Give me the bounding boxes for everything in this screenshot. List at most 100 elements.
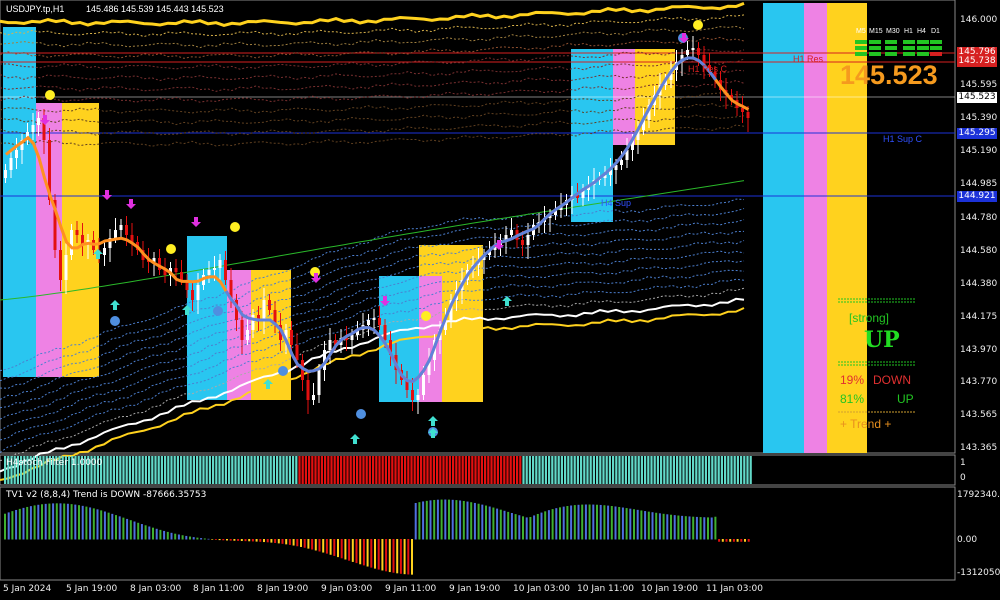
candle-bull <box>625 150 629 160</box>
histogram-bar <box>138 456 141 484</box>
h1-res-c-label: H1 Res C <box>688 64 728 74</box>
histogram-bar <box>378 456 381 484</box>
down-label: DOWN <box>873 373 911 387</box>
histogram-bar <box>612 456 615 484</box>
histogram-bar <box>119 456 122 484</box>
histogram-bar <box>282 456 285 484</box>
sell-arrow-icon <box>102 190 112 200</box>
oscillator-bar <box>673 515 676 540</box>
time-axis-label: 9 Jan 11:00 <box>385 584 437 594</box>
oscillator-bar <box>362 539 365 566</box>
histogram-bar <box>480 456 483 484</box>
candle-bull <box>37 118 40 125</box>
candle-bear <box>81 235 84 245</box>
histogram-bar <box>493 456 496 484</box>
histogram-bar <box>557 456 560 484</box>
histogram-bar <box>176 456 179 484</box>
histogram-bar <box>650 456 653 484</box>
oscillator-bar <box>52 503 55 540</box>
histogram-bar <box>413 456 416 484</box>
histogram-bar <box>234 456 237 484</box>
oscillator-bar <box>577 504 580 540</box>
oscillator-bar <box>451 499 454 540</box>
level-lines <box>0 52 955 197</box>
histogram-bar <box>100 456 103 484</box>
histogram-bar <box>237 456 240 484</box>
oscillator-bar <box>100 510 103 540</box>
histogram-bar <box>644 456 647 484</box>
oscillator-bar <box>496 508 499 540</box>
oscillator-bar <box>296 539 299 547</box>
timeframe-label: M15 <box>869 28 883 35</box>
oscillator-bar <box>355 539 358 564</box>
oscillator-bar <box>81 505 84 540</box>
oscillator-bar <box>684 516 687 540</box>
histogram-bar <box>496 456 499 484</box>
histogram-bar <box>87 456 90 484</box>
candle-bull <box>642 120 645 130</box>
histogram-bar <box>103 456 106 484</box>
oscillator-bar <box>703 517 706 540</box>
oscillator-bar <box>351 539 354 562</box>
histogram-bar <box>263 456 266 484</box>
histogram-bar <box>439 456 442 484</box>
oscillator-bar <box>518 515 521 540</box>
price-axis-label: 145.595 <box>960 80 998 90</box>
histogram-bar <box>13 456 16 484</box>
histogram-bar <box>452 456 455 484</box>
histogram-bar <box>474 456 477 484</box>
oscillator-bar <box>662 513 665 540</box>
histogram-bar <box>170 456 173 484</box>
oscillator-bar <box>288 539 291 545</box>
buy-arrow-icon <box>182 305 192 315</box>
oscillator-bar <box>325 539 328 554</box>
price-axis-label: 143.970 <box>960 345 998 355</box>
oscillator-bar <box>322 539 325 553</box>
oscillator-bar <box>11 511 14 540</box>
envelope-band <box>0 80 745 103</box>
histogram-bar <box>173 456 176 484</box>
histogram-bar <box>487 456 490 484</box>
histogram-bar <box>144 456 147 484</box>
histogram-bar <box>624 456 627 484</box>
oscillator-bar <box>174 533 177 540</box>
candle-bull <box>631 140 634 150</box>
oscillator-bar <box>422 501 425 540</box>
price-axis-label: 145.190 <box>960 146 998 156</box>
signal-text: UP <box>864 327 900 353</box>
histogram-bar <box>484 456 487 484</box>
histogram-bar <box>519 456 522 484</box>
histogram-bar <box>64 456 67 484</box>
histogram-bar <box>663 456 666 484</box>
envelope-band <box>0 58 745 82</box>
histogram-bar <box>186 456 189 484</box>
oscillator-bar <box>329 539 332 555</box>
histogram-bar <box>704 456 707 484</box>
candle-bull <box>323 350 326 370</box>
candle-bear <box>180 272 183 280</box>
oscillator-bar <box>407 539 410 575</box>
timeframe-signal-cell <box>885 52 897 56</box>
trend-label: + Trend + <box>840 417 892 431</box>
histogram-bar <box>394 456 397 484</box>
histogram-bar <box>253 456 256 484</box>
candle-bear <box>125 225 128 235</box>
timeframe-signal-cell <box>885 40 897 44</box>
histogram-bar <box>416 456 419 484</box>
histogram-bar <box>224 456 227 484</box>
candle-bull <box>350 335 354 340</box>
oscillator-bar <box>747 539 750 542</box>
time-axis-label: 5 Jan 19:00 <box>66 584 118 594</box>
histogram-bar <box>359 456 362 484</box>
oscillator-bars <box>4 499 750 575</box>
oscillator-bar <box>459 500 462 540</box>
oscillator-bar <box>96 509 99 540</box>
oscillator-bar <box>211 539 214 540</box>
oscillator-bar <box>677 515 680 540</box>
histogram-panel-border <box>0 454 956 486</box>
histogram-bar <box>669 456 672 484</box>
oscillator-bar <box>721 539 724 542</box>
histogram-bar <box>708 456 711 484</box>
